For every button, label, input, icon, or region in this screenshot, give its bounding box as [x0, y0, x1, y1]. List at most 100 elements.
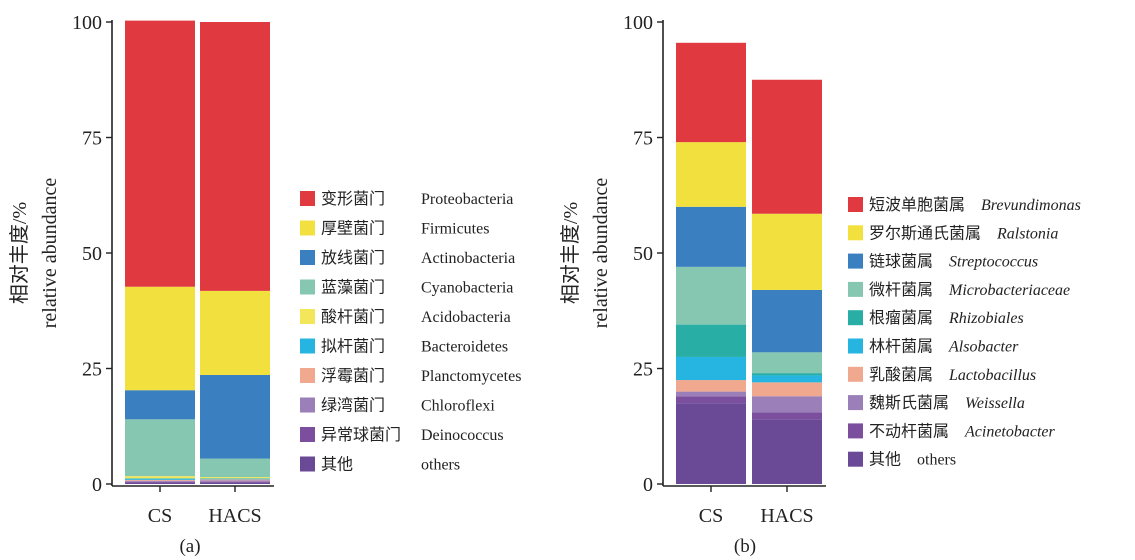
legend-label: 乳酸菌属	[869, 366, 933, 384]
bar-segment	[752, 375, 822, 383]
bar-segment	[676, 391, 746, 397]
legend-latin-label: Brevundimonas	[981, 197, 1081, 214]
legend-swatch	[848, 253, 863, 269]
bar-segment	[200, 374, 270, 459]
bar-segment	[125, 479, 195, 481]
legend-swatch	[848, 197, 863, 212]
legend-swatch	[300, 427, 315, 442]
bar-segment	[200, 290, 270, 375]
y-tick-label: 100	[72, 12, 102, 34]
legend-label: 不动杆菌属	[869, 422, 949, 440]
bar-segment	[676, 206, 746, 267]
legend-label: 厚壁菌门	[321, 219, 385, 238]
y-axis-label: relative abundance	[39, 178, 61, 329]
legend-latin-label: Streptococcus	[949, 254, 1038, 271]
y-axis-label: relative abundance	[590, 178, 612, 329]
legend-latin-label: Microbacteriaceae	[948, 282, 1070, 299]
bar-segment	[200, 22, 270, 291]
bar-segment	[125, 480, 195, 482]
bar-segment	[125, 390, 195, 420]
panel-label: (a)	[179, 536, 200, 557]
bar-segment	[752, 79, 822, 214]
bar-segment	[200, 479, 270, 481]
bar-segment	[676, 356, 746, 381]
legend-latin-label: Acinetobacter	[964, 423, 1056, 440]
legend-latin-label: Acidobacteria	[421, 309, 511, 326]
bar-segment	[125, 20, 195, 287]
legend-swatch	[300, 309, 315, 324]
legend-label: 微杆菌属	[869, 281, 933, 299]
legend-label: 蓝藻菌门	[321, 279, 385, 297]
bar-segment	[200, 480, 270, 482]
bar-segment	[200, 481, 270, 483]
bar-segment	[125, 286, 195, 391]
legend-swatch	[300, 250, 315, 265]
legend-label: 魏斯氏菌属	[869, 394, 949, 412]
legend-swatch	[300, 338, 315, 354]
legend-latin-label: Cyanobacteria	[421, 280, 513, 297]
bar-segment	[676, 324, 746, 357]
bar-segment	[125, 476, 195, 479]
legend-swatch	[848, 225, 863, 241]
bar-segment	[676, 396, 746, 404]
legend-label: 林杆菌属	[869, 338, 933, 356]
bar-segment	[752, 373, 822, 376]
bar-segment	[200, 458, 270, 478]
legend-label: 其他	[321, 456, 353, 474]
bar-segment	[752, 396, 822, 413]
bar-segment	[200, 478, 270, 480]
bar-segment	[752, 289, 822, 353]
bar-segment	[676, 380, 746, 392]
bar-segment	[752, 412, 822, 420]
legend-latin-label: Ralstonia	[996, 225, 1058, 242]
bar-segment	[125, 482, 195, 484]
legend-swatch	[848, 451, 863, 467]
bar-segment	[752, 213, 822, 290]
legend-swatch	[300, 456, 315, 472]
legend-label: 酸杆菌门	[321, 308, 385, 326]
legend-swatch	[300, 397, 315, 413]
x-tick-label: HACS	[760, 505, 813, 527]
legend-label: 罗尔斯通氏菌属	[869, 224, 981, 242]
legend-swatch	[848, 281, 863, 297]
legend-swatch	[300, 220, 315, 236]
y-tick-label: 0	[92, 474, 102, 496]
x-tick-label: CS	[148, 505, 172, 527]
bar-segment	[676, 266, 746, 325]
legend-latin-label: Deinococcus	[421, 427, 504, 444]
y-tick-label: 25	[82, 359, 102, 381]
bar-segment	[125, 478, 195, 480]
x-tick-label: CS	[699, 505, 723, 527]
bar-segment	[752, 419, 822, 484]
panel-label: (b)	[734, 536, 756, 557]
legend-latin-label: Proteobacteria	[421, 191, 513, 208]
legend-latin-label: Planctomycetes	[421, 368, 521, 385]
legend-latin-label: Chloroflexi	[421, 398, 495, 415]
x-tick-label: HACS	[208, 505, 261, 527]
legend-latin-label: Weissella	[965, 395, 1025, 412]
legend-label: 变形菌门	[321, 190, 385, 208]
y-tick-label: 25	[633, 359, 653, 381]
bar-segment	[200, 477, 270, 479]
bar-segment	[676, 403, 746, 484]
legend-latin-label: Bacteroidetes	[421, 339, 508, 356]
legend-swatch	[848, 423, 863, 439]
legend-latin-label: Actinobacteria	[421, 250, 515, 267]
legend-latin-label: Firmicutes	[421, 221, 489, 238]
legend-latin-label: Rhizobiales	[948, 310, 1024, 327]
legend-label: 绿湾菌门	[321, 397, 385, 415]
legend-latin-label: others	[917, 452, 956, 469]
panel-a: 0 25 50 75 100 CS HACS (a) 相对丰度/% relative abunda…	[8, 12, 521, 557]
legend-swatch	[848, 310, 863, 326]
legend-swatch	[848, 395, 863, 411]
legend-swatch	[848, 338, 863, 354]
bar-segment	[125, 419, 195, 477]
bar-segment	[752, 352, 822, 374]
legend-label: 链球菌属	[869, 253, 933, 271]
y-axis-label: 相对丰度/%	[559, 202, 582, 304]
bar-segment	[200, 482, 270, 484]
panel-b: 0 25 50 75 100 CS HACS(b) 相对丰度/% relative abunda…	[559, 12, 1081, 557]
legend-label: 拟杆菌门	[321, 338, 385, 356]
legend-label: 浮霉菌门	[321, 367, 385, 385]
